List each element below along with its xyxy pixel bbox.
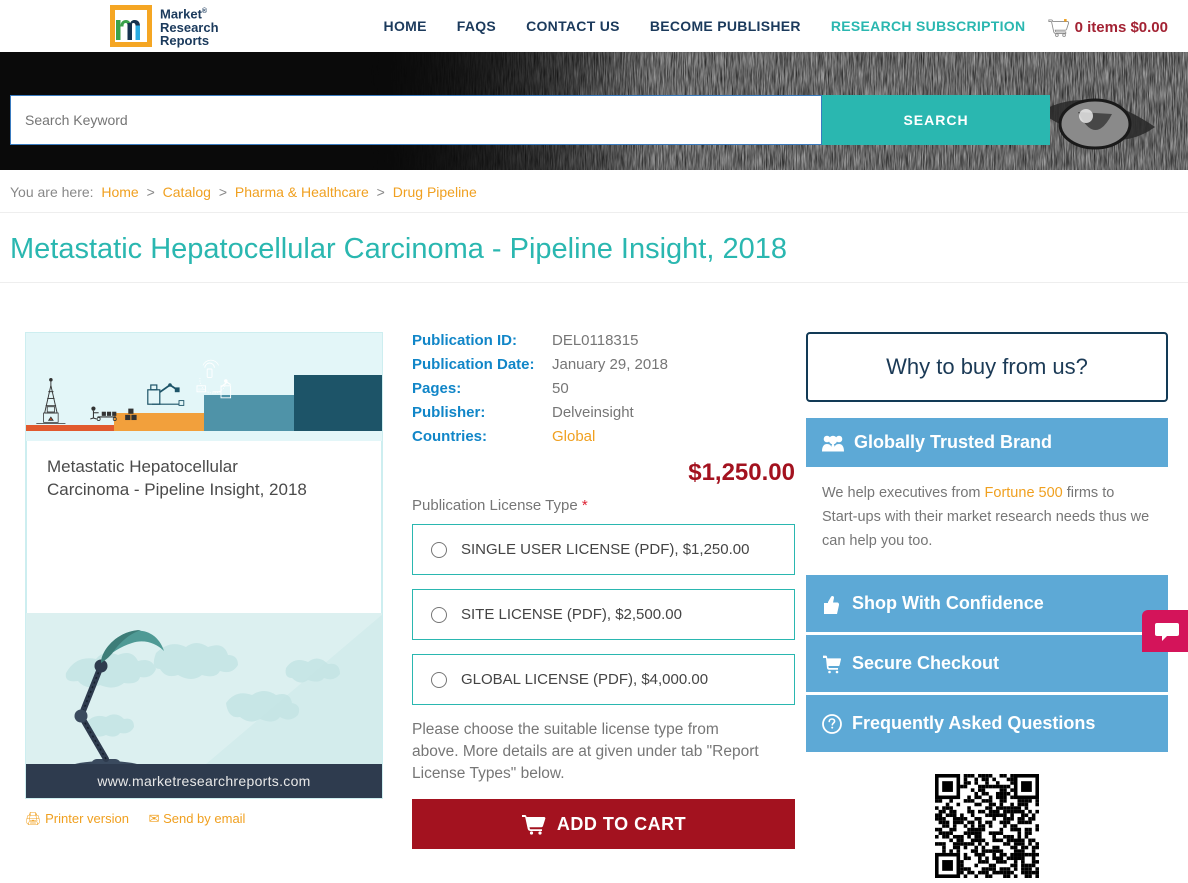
svg-text:ERP: ERP <box>198 388 204 392</box>
